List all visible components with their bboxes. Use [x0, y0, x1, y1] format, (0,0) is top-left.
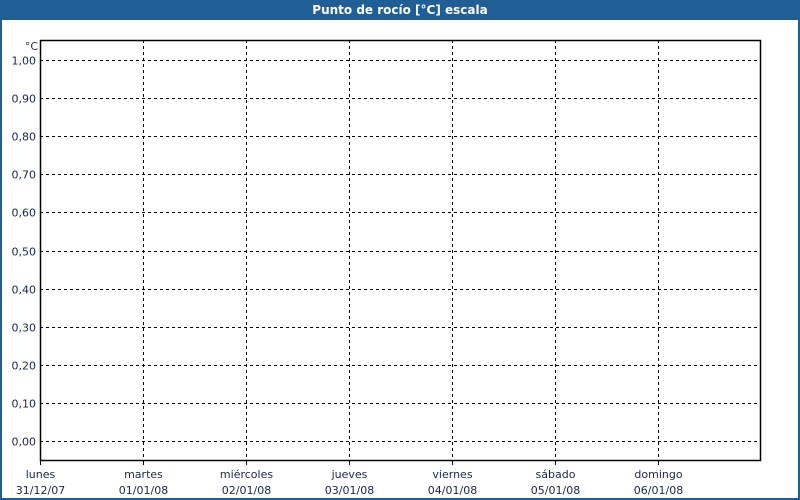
y-tick-label: 0,20: [12, 360, 37, 373]
y-tick-label: 0,80: [12, 131, 37, 144]
x-tick-day: miércoles: [220, 468, 273, 481]
x-tick-date: 03/01/08: [325, 484, 374, 497]
x-tick-date: 02/01/08: [222, 484, 271, 497]
y-tick-label: 0,00: [12, 436, 37, 449]
y-tick-label: 0,40: [12, 284, 37, 297]
x-tick-day: martes: [124, 468, 163, 481]
y-tick-label: 0,50: [12, 246, 37, 259]
window-title: Punto de rocío [°C] escala: [0, 0, 800, 20]
y-tick-label: 0,30: [12, 322, 37, 335]
x-tick-date: 04/01/08: [428, 484, 477, 497]
x-tick-date: 31/12/07: [16, 484, 65, 497]
y-tick-label: 0,10: [12, 398, 37, 411]
plot-area: [39, 39, 762, 462]
y-tick-label: 0,60: [12, 207, 37, 220]
x-tick-date: 01/01/08: [119, 484, 168, 497]
x-tick-day: viernes: [432, 468, 472, 481]
x-tick-date: 06/01/08: [634, 484, 683, 497]
y-tick-label: 0,70: [12, 169, 37, 182]
y-tick-label: 0,90: [12, 93, 37, 106]
x-tick-day: domingo: [634, 468, 682, 481]
y-tick-label: 1,00: [12, 55, 37, 68]
y-axis-unit: °C: [25, 40, 39, 53]
x-tick-day: sábado: [536, 468, 576, 481]
x-tick-day: lunes: [26, 468, 56, 481]
x-tick-day: jueves: [331, 468, 368, 481]
x-tick-date: 05/01/08: [531, 484, 580, 497]
